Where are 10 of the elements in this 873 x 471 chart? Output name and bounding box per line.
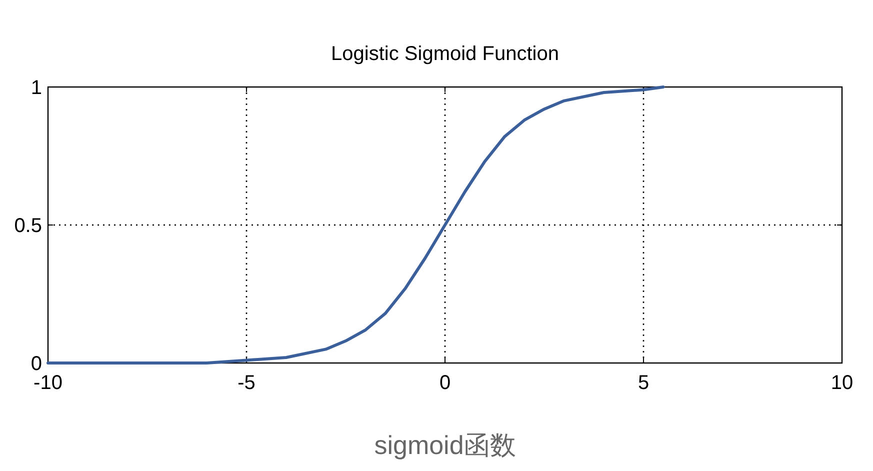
y-tick-label: 0 xyxy=(30,353,42,375)
x-tick-label: 0 xyxy=(439,372,451,394)
chart-title: Logistic Sigmoid Function xyxy=(331,43,559,65)
y-tick-label: 1 xyxy=(30,77,42,99)
x-tick-label: 5 xyxy=(638,372,650,394)
x-tick-label: 10 xyxy=(830,372,854,394)
y-tick-label: 0.5 xyxy=(14,215,42,237)
x-tick-label: -5 xyxy=(238,372,256,394)
x-tick-label: -10 xyxy=(34,372,62,394)
text: sigmoid函数 xyxy=(374,430,516,460)
